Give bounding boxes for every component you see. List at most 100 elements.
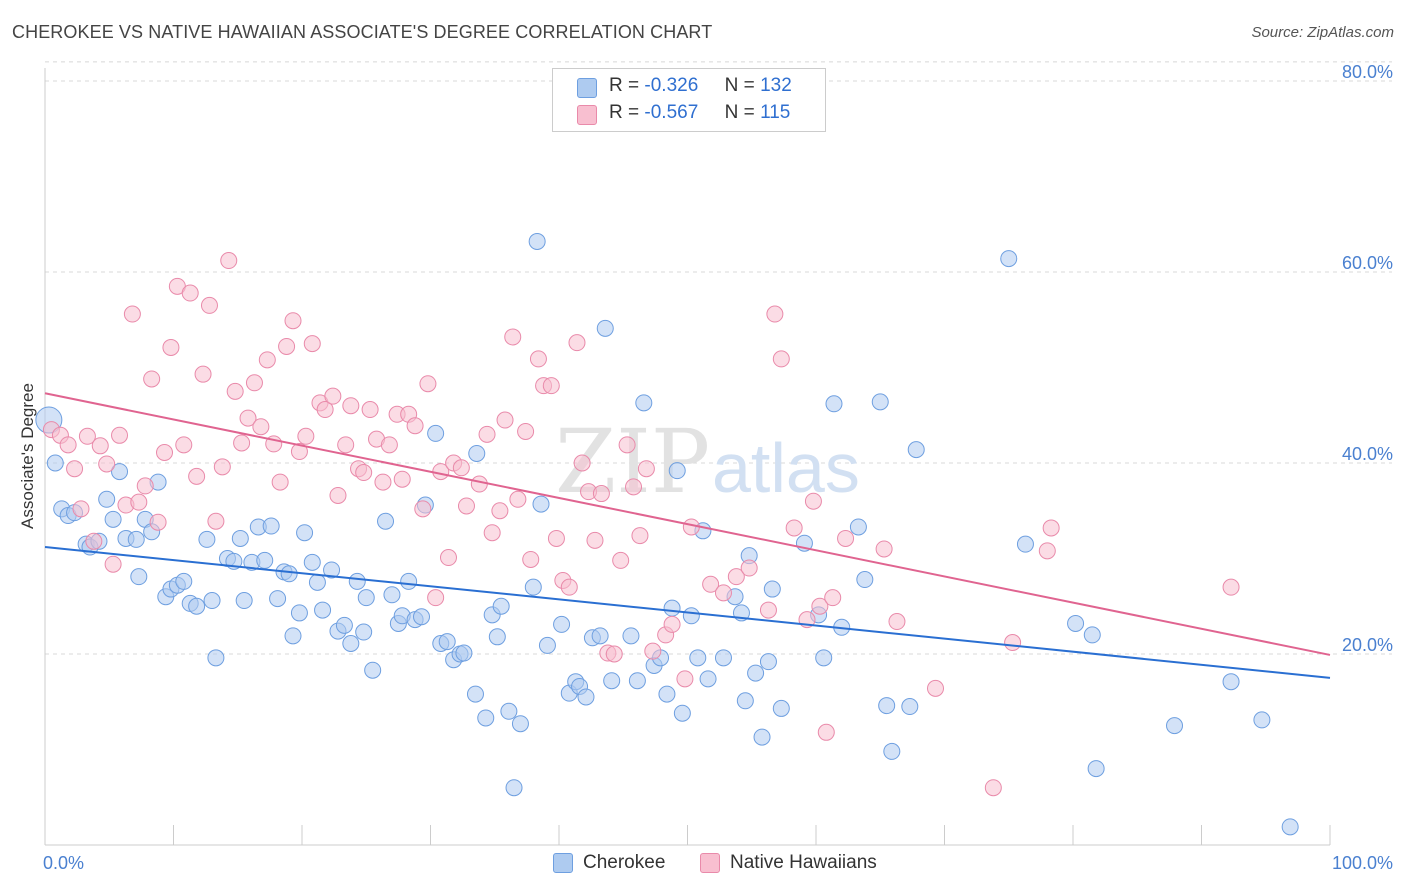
cherokee-point — [477, 709, 495, 727]
hawaiian-point — [252, 418, 270, 436]
hawaiian-point — [785, 519, 803, 537]
cherokee-points — [35, 232, 1299, 836]
cherokee-point — [622, 627, 640, 645]
hawaiian-trend-line — [44, 392, 1331, 656]
cherokee-point — [323, 561, 341, 579]
cherokee-point — [175, 572, 193, 590]
cherokee-point — [532, 495, 550, 513]
cherokee-point — [511, 715, 529, 733]
cherokee-point — [207, 649, 225, 667]
cherokee-point — [871, 393, 889, 411]
cherokee-point — [342, 634, 360, 652]
cherokee-point — [235, 592, 253, 610]
cherokee-point — [46, 454, 64, 472]
hawaiian-point — [239, 409, 257, 427]
hawaiian-point — [361, 401, 379, 419]
hawaiian-point — [406, 417, 424, 435]
cherokee-point — [815, 649, 833, 667]
hawaiian-point — [271, 473, 289, 491]
cherokee-point — [1166, 717, 1184, 735]
trend-lines — [44, 392, 1331, 679]
cherokee-point — [468, 444, 486, 462]
hawaiian-point — [78, 427, 96, 445]
hawaiian-point — [329, 486, 347, 504]
cherokee-point — [528, 232, 546, 250]
hawaiian-point — [342, 397, 360, 415]
legend-n-label: N = — [724, 75, 755, 96]
hawaiian-point — [207, 512, 225, 530]
hawaiian-point — [766, 305, 784, 323]
cherokee-point — [714, 649, 732, 667]
hawaiian-point — [504, 328, 522, 346]
hawaiian-point — [303, 335, 321, 353]
cherokee-point — [262, 517, 280, 535]
hawaiian-point — [1222, 578, 1240, 596]
hawaiian-points — [42, 252, 1240, 797]
hawaiian-point — [439, 549, 457, 567]
cherokee-point — [635, 394, 653, 412]
cherokee-point — [290, 604, 308, 622]
watermark-atlas: atlas — [712, 429, 860, 507]
hawaiian-point — [143, 370, 161, 388]
hawaiian-point — [727, 568, 745, 586]
hawaiian-point — [123, 305, 141, 323]
cherokee-point — [296, 524, 314, 542]
hawaiian-point — [817, 723, 835, 741]
hawaiian-point — [181, 284, 199, 302]
hawaiian-point — [380, 436, 398, 454]
legend-hawaiian-r: -0.567 — [644, 102, 699, 123]
cherokee-point — [577, 688, 595, 706]
hawaiian-point — [136, 477, 154, 495]
cherokee-point — [1087, 760, 1105, 778]
hawaiian-point — [875, 540, 893, 558]
cherokee-point — [492, 597, 510, 615]
cherokee-point — [455, 644, 473, 662]
cherokee-point — [1000, 250, 1018, 268]
hawaiian-point — [491, 502, 509, 520]
y-tick-label: 40.0% — [1342, 444, 1393, 464]
cherokee-point — [348, 572, 366, 590]
cherokee-point — [682, 607, 700, 625]
hawaiian-point — [316, 401, 334, 419]
cherokee-point — [699, 670, 717, 688]
cherokee-point — [1067, 614, 1085, 632]
legend-n-label: N = — [724, 102, 755, 123]
hawaiian-point — [837, 529, 855, 547]
hawaiian-point — [1042, 519, 1060, 537]
hawaiian-point — [804, 492, 822, 510]
cherokee-point — [269, 590, 287, 608]
cherokee-point — [668, 462, 686, 480]
cherokee-swatch — [577, 78, 597, 98]
hawaiian-point — [522, 550, 540, 568]
chart-source: Source: ZipAtlas.com — [1251, 24, 1394, 41]
cherokee-point — [1253, 711, 1271, 729]
cherokee-point — [759, 653, 777, 671]
hawaiian-point — [560, 578, 578, 596]
cherokee-point — [256, 551, 274, 569]
cherokee-point — [427, 424, 445, 442]
hawaiian-point — [457, 497, 475, 515]
cherokee-point — [772, 699, 790, 717]
cherokee-point — [591, 627, 609, 645]
cherokee-point — [400, 572, 418, 590]
legend-r-label: R = — [609, 102, 640, 123]
cherokee-point — [883, 742, 901, 760]
legend-hawaiian-text: R = -0.567 N = 115 — [609, 102, 790, 124]
hawaiian-point — [149, 513, 167, 531]
cherokee-point — [553, 615, 571, 633]
cherokee-point — [736, 692, 754, 710]
cherokee-point — [628, 672, 646, 690]
hawaiian-point — [592, 485, 610, 503]
cherokee-point — [538, 636, 556, 654]
hawaiian-point — [644, 642, 662, 660]
hawaiian-point — [233, 434, 251, 452]
cherokee-point — [188, 597, 206, 615]
hawaiian-point — [66, 460, 84, 478]
hawaiian-point — [337, 436, 355, 454]
cherokee-point — [104, 510, 122, 528]
hawaiian-point — [470, 475, 488, 493]
cherokee-point — [488, 628, 506, 646]
cherokee-point — [596, 319, 614, 337]
hawaiian-point — [483, 524, 501, 542]
hawaiian-point — [478, 425, 496, 443]
